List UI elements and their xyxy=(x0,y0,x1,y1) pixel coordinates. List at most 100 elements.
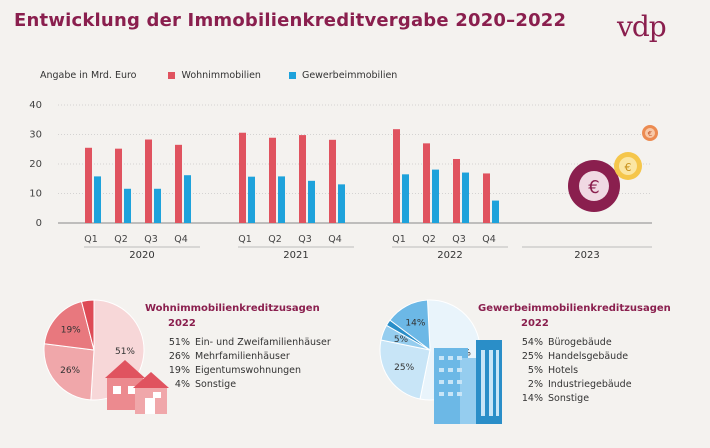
bar-wohn xyxy=(453,158,460,223)
bar-wohn xyxy=(423,143,430,223)
bar-gewerbe xyxy=(308,180,315,223)
euro-coins-illustration: € € € xyxy=(568,125,658,212)
euro-coin-symbol: € xyxy=(625,161,632,174)
x-tick-label: Q4 xyxy=(328,234,342,245)
y-axis-unit-label: Angabe in Mrd. Euro xyxy=(40,70,137,81)
pie-legend-name: Sonstige xyxy=(195,379,237,390)
pie-slice xyxy=(80,299,95,351)
bar-wohn xyxy=(145,139,152,223)
pie-legend-pct: 51% xyxy=(168,337,190,348)
bar-gewerbe xyxy=(402,174,409,223)
bar-wohn xyxy=(393,129,400,223)
euro-coin-icon: € xyxy=(642,125,658,141)
houses-icon xyxy=(105,360,169,414)
pie-legend-name: Industriegebäude xyxy=(548,379,632,390)
euro-coin-symbol: € xyxy=(648,130,652,138)
office-buildings-icon xyxy=(434,340,502,424)
pie-legend-row: 26% Mehrfamilienhäuser xyxy=(168,350,331,364)
bar-gewerbe xyxy=(248,176,255,223)
y-tick-label: 10 xyxy=(29,189,42,200)
x-tick-label: Q2 xyxy=(114,234,128,245)
y-tick-label: 30 xyxy=(29,130,42,141)
euro-coin-icon: € xyxy=(568,160,620,212)
pie-legend-name: Sonstige xyxy=(548,393,590,404)
pie-legend-name: Mehrfamilienhäuser xyxy=(195,351,290,362)
euro-coin-symbol: € xyxy=(588,177,599,198)
pie-title-wohn: Wohnimmobilienkreditzusagen xyxy=(145,303,320,314)
bar-wohn xyxy=(85,147,92,223)
legend-item-gewerbe: Gewerbeimmobilien xyxy=(288,70,398,81)
bar-gewerbe xyxy=(338,184,345,223)
pie-slice-label: 51% xyxy=(115,347,135,357)
pie-legend-row: 4% Sonstige xyxy=(168,378,331,392)
pie-slice-label: 26% xyxy=(60,366,80,376)
pie-slice-label: 5% xyxy=(394,335,409,345)
pie-legend-name: Bürogebäude xyxy=(548,337,612,348)
pie-legend-row: 5% Hotels xyxy=(521,364,632,378)
pie-title-gewerbe: Gewerbeimmobilienkreditzusagen xyxy=(478,303,671,314)
pie-slice xyxy=(379,339,431,400)
x-tick-label: Q4 xyxy=(174,234,188,245)
bar-gewerbe xyxy=(278,176,285,223)
euro-coin-icon: € xyxy=(614,152,642,180)
pie-year-wohn: 2022 xyxy=(168,318,196,329)
pie-legend-gewerbe: 54% Bürogebäude 25% Handelsgebäude 5% Hotels 2… xyxy=(521,336,632,406)
year-label: 2022 xyxy=(437,250,462,261)
chart-title: Entwicklung der Immobilienkreditvergabe … xyxy=(14,10,567,31)
x-tick-label: Q3 xyxy=(144,234,158,245)
year-label: 2020 xyxy=(129,250,154,261)
bar-wohn xyxy=(299,135,306,223)
pie-year-gewerbe: 2022 xyxy=(521,318,549,329)
pie-legend-pct: 26% xyxy=(168,351,190,362)
x-tick-label: Q1 xyxy=(84,234,98,245)
pie-legend-row: 51% Ein- und Zweifamilienhäuser xyxy=(168,336,331,350)
bar-gewerbe xyxy=(124,188,131,223)
x-tick-label: Q2 xyxy=(268,234,282,245)
y-tick-label: 0 xyxy=(36,218,42,229)
pie-legend-pct: 5% xyxy=(527,365,543,376)
pie-slice-label: 14% xyxy=(405,319,425,329)
pie-legend-wohn: 51% Ein- und Zweifamilienhäuser 26% Mehrfam… xyxy=(168,336,331,392)
x-tick-label: Q3 xyxy=(298,234,312,245)
bar-chart: 0 10 20 30 40 Q1 Q2 Q3 Q4 Q1 Q2 Q3 Q4 Q1 Q2 Q3 Q4 2020 202… xyxy=(29,100,652,261)
pie-legend-name: Ein- und Zweifamilienhäuser xyxy=(195,337,331,348)
x-tick-label: Q2 xyxy=(422,234,436,245)
bar-gewerbe xyxy=(432,169,439,223)
x-tick-label: Q1 xyxy=(238,234,252,245)
bar-gewerbe xyxy=(154,188,161,223)
bar-wohn xyxy=(329,139,336,223)
pie-legend-pct: 2% xyxy=(527,379,543,390)
legend: Angabe in Mrd. Euro Wohnimmobilien Gewer… xyxy=(40,70,415,81)
bar-gewerbe xyxy=(492,200,499,223)
pie-legend-name: Handelsgebäude xyxy=(548,351,629,362)
legend-swatch-gewerbe xyxy=(288,72,296,79)
pie-legend-row: 2% Industriegebäude xyxy=(521,378,632,392)
pie-legend-pct: 14% xyxy=(521,393,543,404)
pie-legend-name: Eigentumswohnungen xyxy=(195,365,302,376)
bar-gewerbe xyxy=(184,175,191,223)
x-tick-label: Q1 xyxy=(392,234,406,245)
pie-legend-row: 25% Handelsgebäude xyxy=(521,350,632,364)
x-tick-label: Q4 xyxy=(482,234,496,245)
pie-legend-pct: 25% xyxy=(521,351,543,362)
pie-legend-row: 19% Eigentumswohnungen xyxy=(168,364,331,378)
pie-chart-wohn: 51% 26% 19% xyxy=(43,299,145,401)
pie-legend-row: 14% Sonstige xyxy=(521,392,632,406)
pie-slice xyxy=(43,343,95,401)
legend-swatch-wohn xyxy=(168,72,176,79)
bar-wohn xyxy=(239,132,246,223)
pie-slice-label: 19% xyxy=(61,325,81,335)
x-tick-label: Q3 xyxy=(452,234,466,245)
pie-legend-pct: 4% xyxy=(174,379,190,390)
pie-slice-label: 25% xyxy=(394,363,414,373)
y-tick-label: 40 xyxy=(29,100,42,111)
year-label: 2023 xyxy=(574,250,599,261)
legend-label-gewerbe: Gewerbeimmobilien xyxy=(301,70,398,81)
legend-item-wohn: Wohnimmobilien xyxy=(168,70,261,81)
pie-legend-row: 54% Bürogebäude xyxy=(521,336,632,350)
pie-slice xyxy=(43,300,95,351)
pie-legend-pct: 54% xyxy=(521,337,543,348)
bar-gewerbe xyxy=(462,172,469,223)
pie-legend-pct: 19% xyxy=(168,365,190,376)
year-label: 2021 xyxy=(283,250,308,261)
